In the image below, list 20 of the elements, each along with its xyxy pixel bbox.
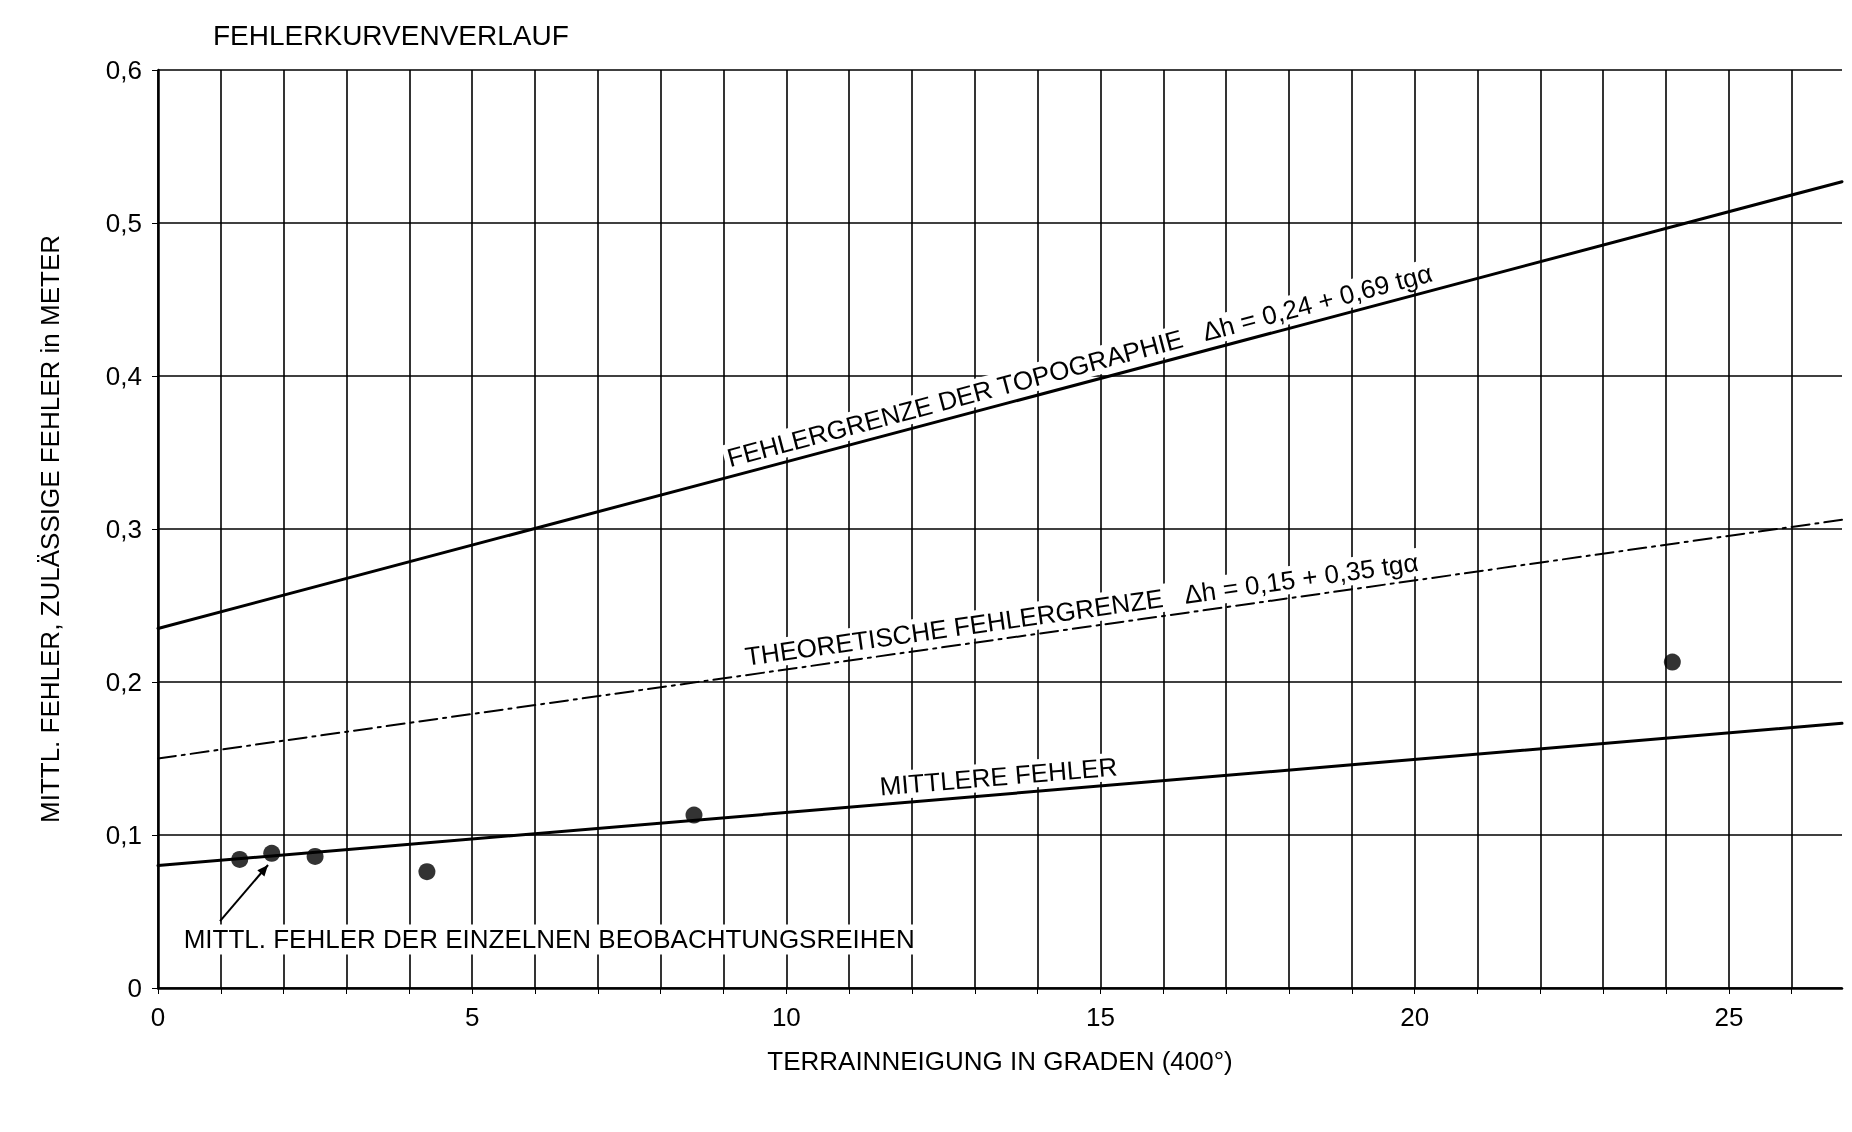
series-label: MITTLERE FEHLER bbox=[878, 751, 1119, 802]
x-axis-title: TERRAINNEIGUNG IN GRADEN (400°) bbox=[767, 1046, 1233, 1076]
y-tick-label: 0,2 bbox=[105, 667, 142, 697]
x-tick-label: 0 bbox=[150, 1002, 166, 1032]
y-tick-label: 0,5 bbox=[105, 208, 142, 238]
x-tick-label: 5 bbox=[464, 1002, 480, 1032]
legend-label: MITTL. FEHLER DER EINZELNEN BEOBACHTUNGSREIHEN bbox=[183, 924, 915, 955]
point bbox=[1663, 653, 1681, 671]
y-tick-label: 0 bbox=[127, 973, 142, 1003]
x-tick-label: 25 bbox=[1714, 1002, 1744, 1032]
y-tick-label: 0,3 bbox=[105, 514, 142, 544]
point bbox=[418, 863, 436, 881]
y-tick-label: 0,1 bbox=[105, 820, 142, 850]
chart-title: FEHLERKURVENVERLAUF bbox=[213, 19, 569, 51]
y-axis-title: MITTL. FEHLER, ZULÄSSIGE FEHLER in METER bbox=[35, 235, 65, 823]
x-tick-label: 15 bbox=[1086, 1002, 1115, 1032]
y-tick-label: 0,6 bbox=[105, 55, 142, 85]
x-tick-label: 10 bbox=[771, 1002, 801, 1032]
x-tick-label: 20 bbox=[1400, 1002, 1430, 1032]
y-tick-label: 0,4 bbox=[105, 361, 142, 391]
